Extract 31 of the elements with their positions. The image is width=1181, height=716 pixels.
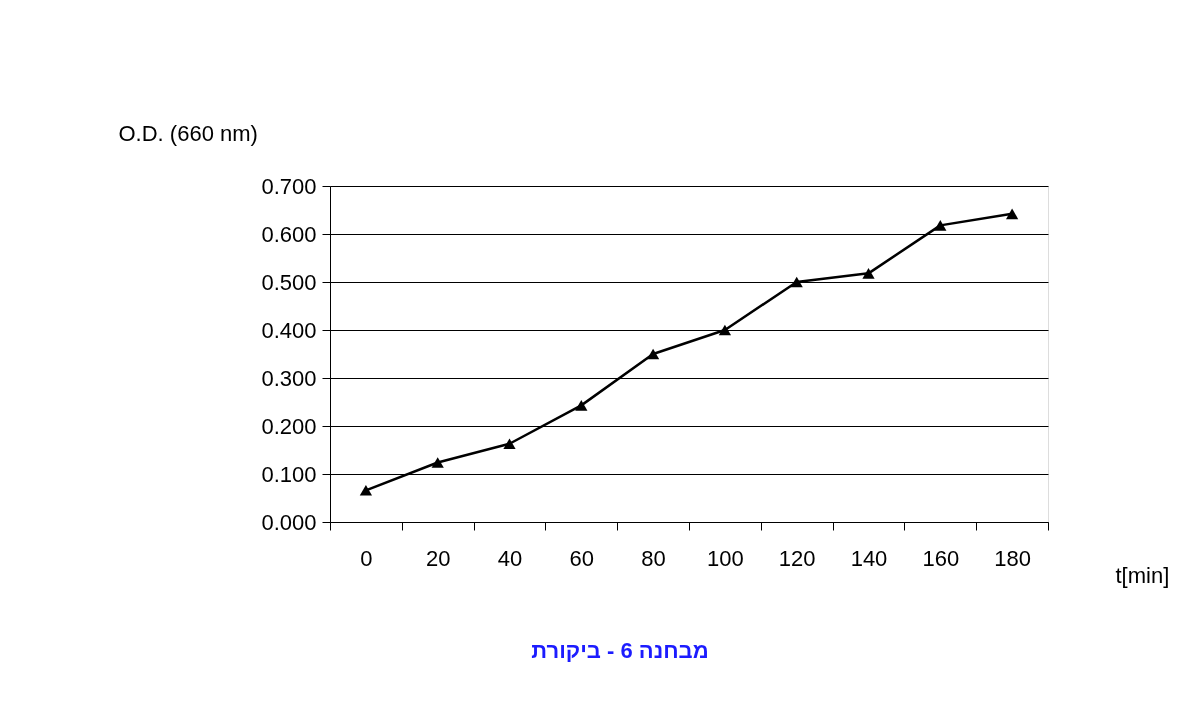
x-axis-title: t[min]: [1115, 562, 1170, 588]
y-tick-label: 0.700: [261, 173, 317, 199]
y-axis-title: O.D. (660 nm): [118, 120, 258, 146]
point: [1005, 208, 1019, 220]
point: [790, 276, 803, 288]
text: מבחנה 6 - ביקורת: [531, 638, 709, 663]
x-tick-label: 180: [994, 545, 1031, 571]
y-tick-label: 0.400: [261, 317, 317, 343]
point: [718, 324, 732, 336]
point: [862, 268, 875, 279]
x-tick-label: 160: [922, 545, 960, 571]
y-tick-label: 0.000: [261, 509, 317, 535]
point: [431, 457, 444, 468]
y-tick-label: 0.100: [261, 461, 317, 487]
y-tick-label: 0.300: [261, 365, 317, 391]
point: [503, 438, 516, 450]
x-tick-label: 40: [497, 545, 523, 571]
point: [646, 348, 660, 360]
y-tick-label: 0.500: [261, 269, 317, 295]
x-tick-label: 120: [778, 545, 816, 571]
x-tick-label: 20: [425, 545, 451, 571]
x-tick-label: 140: [850, 545, 888, 571]
x-tick-label: 80: [641, 545, 666, 571]
point: [359, 485, 373, 496]
y-tick-label: 0.600: [261, 221, 317, 247]
point: [575, 400, 588, 411]
y-tick-label: 0.200: [261, 413, 317, 439]
x-tick-label: 0: [360, 545, 373, 571]
x-tick-label: 100: [707, 545, 744, 571]
x-tick-label: 60: [569, 545, 595, 571]
point: [934, 220, 947, 231]
